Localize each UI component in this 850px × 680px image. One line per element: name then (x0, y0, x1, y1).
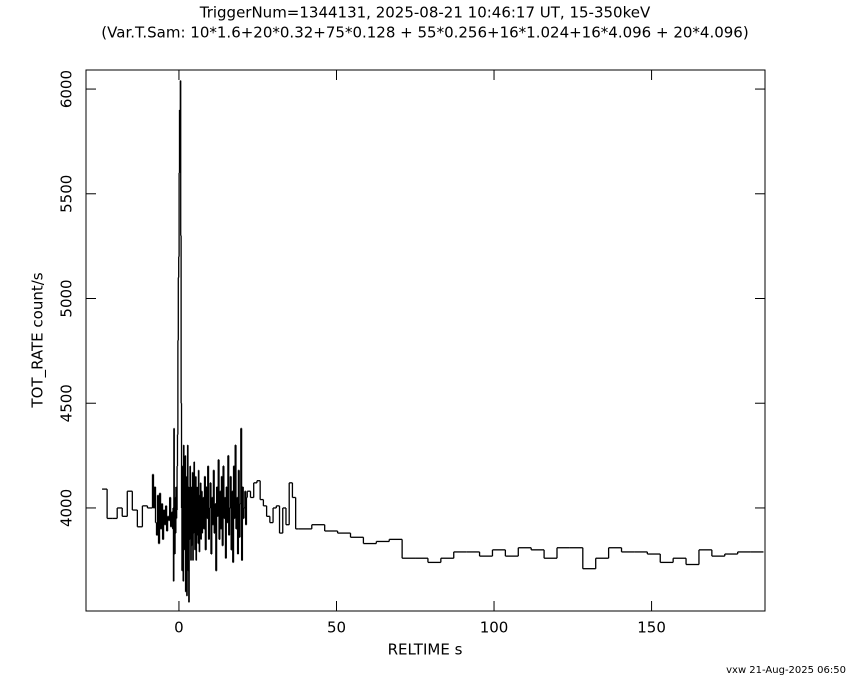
chart-subtitle: (Var.T.Sam: 10*1.6+20*0.32+75*0.128 + 55… (101, 24, 748, 42)
x-tick-label: 0 (174, 619, 184, 637)
x-axis-label: RELTIME s (388, 641, 463, 659)
step-connector (106, 80, 739, 603)
y-tick-label: 6000 (58, 70, 76, 108)
x-tick-label: 100 (480, 619, 509, 637)
footer: vxw 21-Aug-2025 06:50 (726, 665, 846, 676)
y-tick-label: 5000 (58, 279, 76, 317)
y-tick-label: 5500 (58, 175, 76, 213)
plot-frame (85, 69, 766, 612)
y-tick-label: 4000 (58, 489, 76, 527)
y-tick-label: 4500 (58, 384, 76, 422)
y-axis-label: TOT_RATE count/s (29, 272, 48, 408)
chart-title: TriggerNum=1344131, 2025-08-21 10:46:17 … (199, 4, 651, 22)
x-tick-label: 50 (327, 619, 346, 637)
x-tick-label: 150 (637, 619, 666, 637)
